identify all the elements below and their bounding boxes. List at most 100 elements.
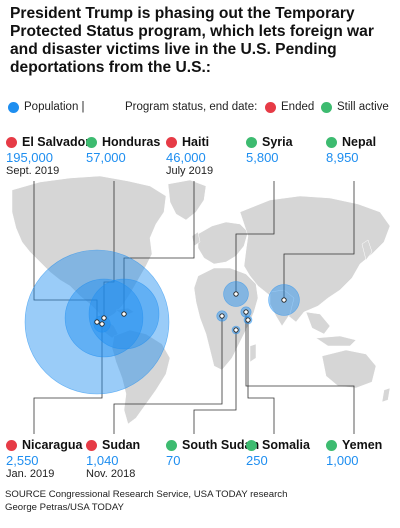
land-masses [11,175,391,425]
leader-line-honduras [103,181,115,318]
legend-status-label: Program status, end date: [125,101,258,113]
country-population: 1,040 [86,453,119,468]
europe [197,221,249,265]
country-name: Somalia [262,438,310,452]
australia [321,349,377,389]
ended-status-dot-icon [6,136,17,148]
ended-status-dot-icon [6,439,17,451]
leader-line-nicaragua [33,324,103,434]
leader-line-south-sudan [193,330,237,434]
country-population: 195,000 [6,150,53,165]
leader-line-syria [235,181,275,294]
greenland [167,179,207,221]
leader-line-somalia [247,320,275,434]
leader-lines [33,181,355,434]
north-america [11,175,167,321]
anchor-honduras [101,315,107,321]
anchor-sudan [219,313,225,319]
page-title: President Trump is phasing out the Tempo… [10,5,374,76]
legend-active: Still active [321,101,389,113]
country-name: South Sudan [182,438,260,452]
country-sudan: Sudan 1,040 Nov. 2018 [86,438,176,481]
anchor-syria [233,291,239,297]
country-name: Nepal [342,135,377,149]
country-nepal: Nepal 8,950 [326,135,400,165]
country-name-row: Haiti [166,135,256,149]
country-name: Haiti [182,135,210,149]
active-status-dot-icon [86,136,97,148]
country-anchors [94,291,287,333]
country-name-row: Yemen [326,438,400,452]
anchor-nepal [281,297,287,303]
population-dot-icon [8,101,19,113]
country-name: Nicaragua [22,438,83,452]
legend-ended: Ended [265,101,314,113]
ended-status-dot-icon [86,439,97,451]
active-status-dot-icon [246,136,257,148]
country-name: El Salvador [22,135,91,149]
country-nicaragua: Nicaragua 2,550 Jan. 2019 [6,438,96,481]
southeast-asia [305,311,331,335]
indonesia [315,335,357,347]
country-population: 5,800 [246,150,279,165]
active-status-dot-icon [166,439,177,451]
asia [239,195,391,323]
country-population: 57,000 [86,150,126,165]
anchor-yemen [243,309,249,315]
legend-status: Program status, end date: [125,101,257,113]
active-dot-icon [321,101,332,113]
country-name-row: Honduras [86,135,176,149]
country-name: Honduras [102,135,161,149]
anchor-el-salvador [94,319,100,325]
country-somalia: Somalia 250 [246,438,336,468]
leader-line-sudan [113,316,223,434]
country-name-row: El Salvador [6,135,96,149]
country-end-date: Nov. 2018 [86,468,136,480]
madagascar [249,343,257,363]
legend: Population | Program status, end date: E… [8,101,398,115]
anchor-south-sudan [233,327,239,333]
country-population: 250 [246,453,268,468]
country-haiti: Haiti 46,000 July 2019 [166,135,256,178]
india [269,289,295,327]
country-name-row: Syria [246,135,336,149]
legend-active-label: Still active [337,101,389,113]
source-line: SOURCE Congressional Research Service, U… [5,489,288,500]
country-south-sudan: South Sudan 70 [166,438,260,468]
leader-line-yemen [245,312,355,434]
source-credit: SOURCE Congressional Research Service, U… [5,488,287,514]
leader-line-haiti [123,181,195,314]
country-yemen: Yemen 1,000 [326,438,400,468]
legend-population: Population | [8,101,85,113]
country-end-date: July 2019 [166,165,214,177]
active-status-dot-icon [326,439,337,451]
country-name: Syria [262,135,293,149]
country-name-row: Sudan [86,438,176,452]
country-name-row: Somalia [246,438,336,452]
country-population: 2,550 [6,453,39,468]
south-america [111,329,171,425]
active-status-dot-icon [326,136,337,148]
leader-line-el-salvador [33,181,98,322]
country-population: 1,000 [326,453,359,468]
country-population: 70 [166,453,181,468]
country-name-row: South Sudan [166,438,260,452]
credit-line: George Petras/USA TODAY [5,502,124,513]
country-name-row: Nicaragua [6,438,96,452]
country-honduras: Honduras 57,000 [86,135,176,165]
japan [361,239,373,261]
anchor-nicaragua [99,321,105,327]
country-end-date: Sept. 2019 [6,165,60,177]
country-el-salvador: El Salvador 195,000 Sept. 2019 [6,135,96,178]
legend-ended-label: Ended [281,101,315,113]
anchor-somalia [245,317,251,323]
leader-line-nepal [283,181,355,300]
new-zealand [381,387,391,403]
legend-population-label: Population | [24,101,85,113]
country-population: 8,950 [326,150,359,165]
country-name: Yemen [342,438,383,452]
country-syria: Syria 5,800 [246,135,336,165]
country-name: Sudan [102,438,141,452]
country-population: 46,000 [166,150,206,165]
